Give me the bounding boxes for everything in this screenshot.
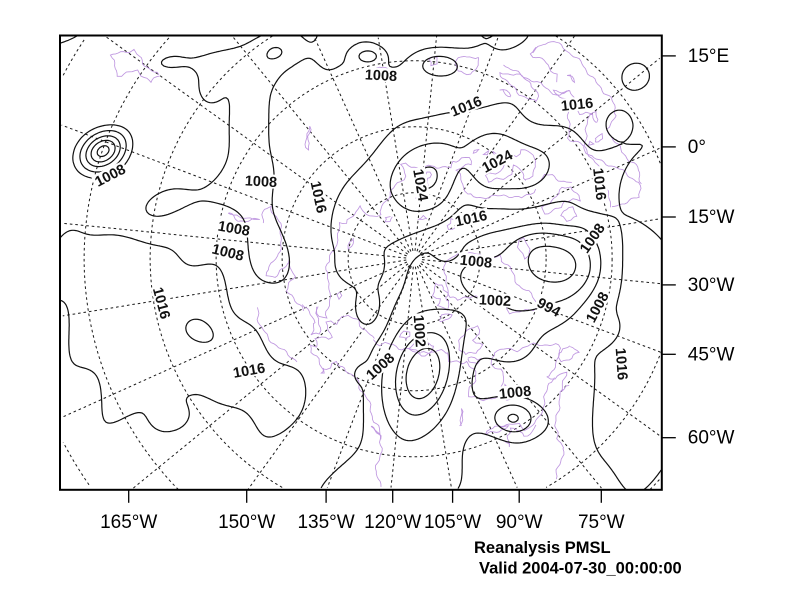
- svg-text:1008: 1008: [210, 241, 245, 264]
- svg-text:1016: 1016: [589, 167, 608, 201]
- svg-text:15°W: 15°W: [688, 207, 735, 228]
- svg-text:75°W: 75°W: [578, 512, 625, 533]
- svg-text:1024: 1024: [409, 168, 430, 203]
- svg-text:30°W: 30°W: [688, 275, 735, 296]
- svg-text:1008: 1008: [498, 384, 532, 403]
- svg-text:Reanalysis PMSL: Reanalysis PMSL: [474, 539, 611, 557]
- svg-text:1016: 1016: [232, 361, 267, 382]
- svg-text:165°W: 165°W: [100, 512, 157, 533]
- svg-text:Valid 2004-07-30_00:00:00: Valid 2004-07-30_00:00:00: [479, 560, 682, 578]
- svg-text:90°W: 90°W: [496, 512, 543, 533]
- svg-text:1008: 1008: [217, 219, 252, 240]
- svg-text:1016: 1016: [560, 96, 594, 115]
- svg-text:1016: 1016: [454, 208, 489, 230]
- svg-text:0°: 0°: [688, 137, 706, 158]
- svg-text:60°W: 60°W: [688, 428, 735, 449]
- svg-text:1008: 1008: [244, 173, 277, 191]
- svg-text:1002: 1002: [478, 292, 511, 310]
- svg-text:135°W: 135°W: [297, 512, 354, 533]
- svg-text:15°E: 15°E: [688, 46, 729, 67]
- svg-text:1016: 1016: [307, 180, 329, 215]
- svg-text:105°W: 105°W: [424, 512, 481, 533]
- svg-text:1008: 1008: [459, 253, 493, 272]
- svg-text:150°W: 150°W: [218, 512, 275, 533]
- svg-text:45°W: 45°W: [688, 344, 735, 365]
- svg-text:1016: 1016: [612, 347, 630, 380]
- svg-text:1002: 1002: [410, 314, 428, 347]
- svg-text:120°W: 120°W: [364, 512, 421, 533]
- svg-text:1008: 1008: [364, 67, 397, 85]
